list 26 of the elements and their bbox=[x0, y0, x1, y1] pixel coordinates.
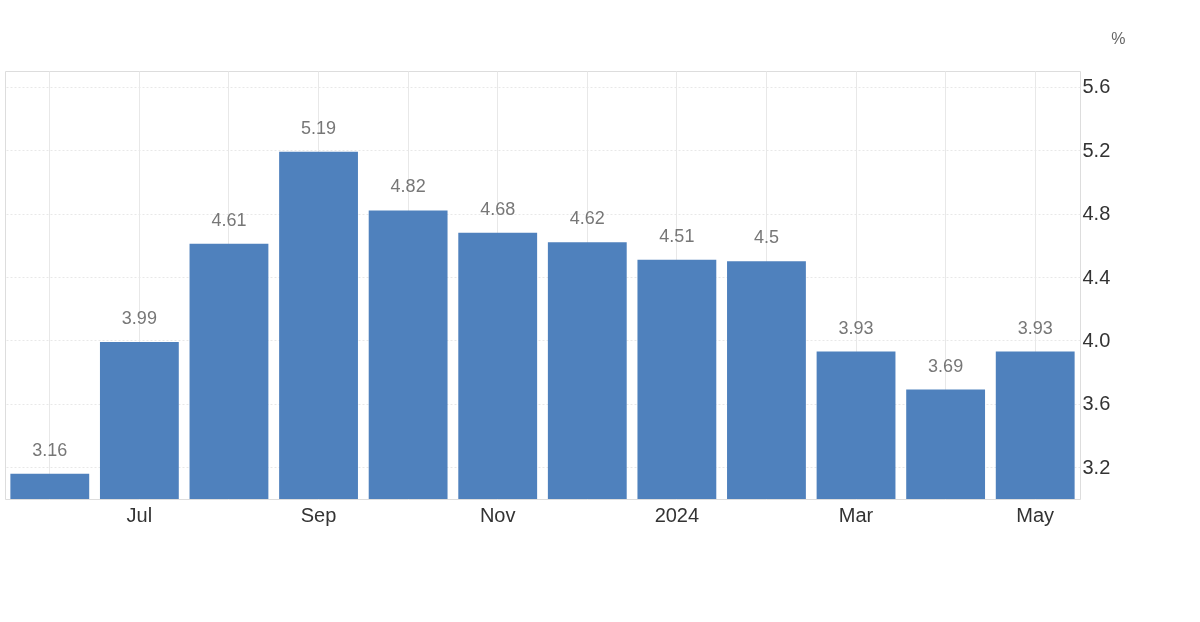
data-label: 3.93 bbox=[1017, 317, 1053, 338]
data-label: 3.93 bbox=[838, 317, 874, 338]
y-tick-label: 3.2 bbox=[1082, 455, 1111, 478]
x-tick-label: 2024 bbox=[654, 503, 700, 526]
x-tick-label: Sep bbox=[300, 503, 337, 526]
data-label: 3.69 bbox=[928, 355, 964, 376]
data-label: 4.68 bbox=[480, 198, 516, 219]
y-tick-label: 3.6 bbox=[1082, 392, 1111, 415]
y-tick-label: 4.0 bbox=[1082, 328, 1111, 351]
data-label: 4.61 bbox=[211, 209, 247, 230]
x-tick-label: Mar bbox=[838, 503, 874, 526]
data-label: 4.82 bbox=[390, 176, 426, 197]
data-label: 4.62 bbox=[569, 208, 605, 229]
y-axis-title: % bbox=[1111, 29, 1126, 47]
y-tick-label: 5.6 bbox=[1082, 75, 1111, 98]
x-tick-label: Jul bbox=[126, 503, 153, 526]
data-label: 3.99 bbox=[121, 308, 157, 329]
y-tick-label: 5.2 bbox=[1082, 138, 1111, 161]
data-label: 3.16 bbox=[32, 439, 68, 460]
y-tick-label: 4.4 bbox=[1082, 265, 1111, 288]
x-tick-label: May bbox=[1016, 503, 1055, 526]
data-label: 4.51 bbox=[659, 225, 695, 246]
data-label: 5.19 bbox=[301, 117, 337, 138]
x-tick-label: Nov bbox=[479, 503, 516, 526]
data-label: 4.5 bbox=[753, 227, 779, 248]
y-tick-label: 4.8 bbox=[1082, 202, 1111, 225]
